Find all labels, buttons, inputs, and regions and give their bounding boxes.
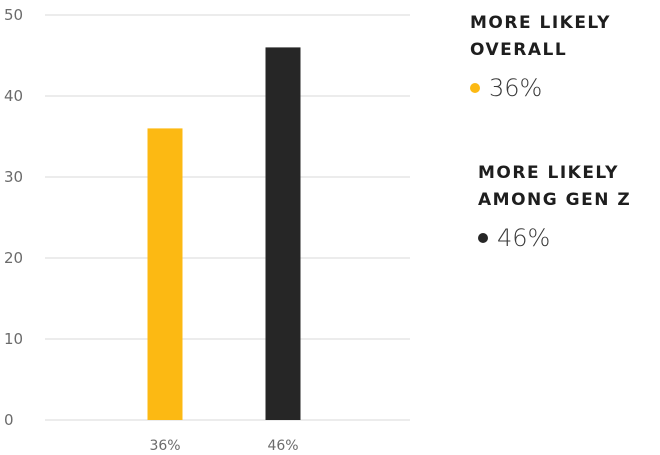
x-tick-label: 36% (149, 438, 180, 454)
y-tick-label: 50 (4, 6, 23, 24)
legend-overall: MORE LIKELY OVERALL 36% (470, 10, 640, 102)
y-axis: 0 10 20 30 40 50 (4, 6, 23, 429)
legend-percent-gen-z: 46% (497, 224, 551, 252)
legend-dot-yellow-icon (470, 83, 480, 93)
bars (147, 47, 301, 421)
bar (147, 128, 183, 420)
y-tick-label: 20 (4, 249, 23, 267)
x-tick-label: 46% (267, 438, 298, 454)
legend-value-gen-z: 46% (478, 224, 653, 252)
y-tick-label: 30 (4, 168, 23, 186)
y-tick-label: 10 (4, 330, 23, 348)
gridlines (45, 14, 410, 421)
legend-gen-z: MORE LIKELY AMONG GEN Z 46% (478, 160, 653, 252)
x-axis: 36% 46% (149, 438, 298, 454)
legend-title-gen-z: MORE LIKELY AMONG GEN Z (478, 163, 632, 210)
y-tick-label: 0 (4, 411, 14, 429)
bar-chart: 0 10 20 30 40 50 36% 46% (4, 6, 410, 454)
legend-percent-overall: 36% (489, 74, 543, 102)
bar (265, 47, 301, 421)
y-tick-label: 40 (4, 87, 23, 105)
legend-dot-dark-icon (478, 233, 488, 243)
legend-value-overall: 36% (470, 74, 640, 102)
legend-title-overall: MORE LIKELY OVERALL (470, 13, 611, 60)
